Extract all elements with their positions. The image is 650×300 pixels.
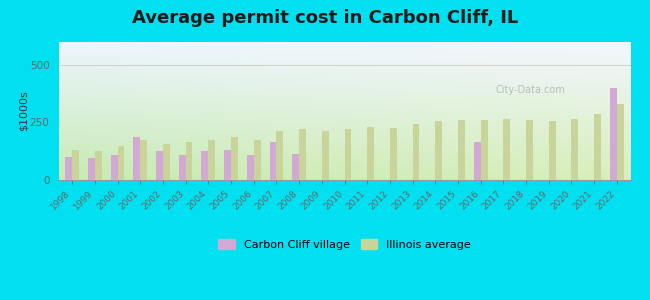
Bar: [322, 130, 329, 180]
Text: City-Data.com: City-Data.com: [496, 85, 566, 95]
Y-axis label: $1000s: $1000s: [18, 91, 29, 131]
Bar: [179, 155, 186, 180]
Bar: [526, 120, 533, 180]
Bar: [95, 151, 101, 180]
Bar: [299, 129, 306, 180]
Bar: [65, 157, 72, 180]
Bar: [202, 151, 208, 180]
Bar: [140, 140, 147, 180]
Bar: [254, 140, 261, 180]
Bar: [111, 155, 118, 180]
Bar: [156, 151, 163, 180]
Bar: [458, 120, 465, 180]
Bar: [549, 121, 556, 180]
Bar: [594, 114, 601, 180]
Bar: [224, 150, 231, 180]
Bar: [231, 137, 238, 180]
Bar: [133, 137, 140, 180]
Bar: [610, 88, 617, 180]
Bar: [72, 150, 79, 180]
Bar: [413, 124, 419, 180]
Bar: [276, 130, 283, 180]
Legend: Carbon Cliff village, Illinois average: Carbon Cliff village, Illinois average: [214, 235, 475, 254]
Bar: [118, 146, 124, 180]
Bar: [436, 121, 442, 180]
Bar: [208, 140, 215, 180]
Bar: [390, 128, 396, 180]
Bar: [367, 127, 374, 180]
Bar: [186, 142, 192, 180]
Bar: [481, 120, 488, 180]
Bar: [247, 155, 254, 180]
Bar: [617, 104, 624, 180]
Bar: [474, 142, 481, 180]
Bar: [571, 119, 578, 180]
Bar: [88, 158, 95, 180]
Bar: [292, 154, 299, 180]
Bar: [344, 129, 351, 180]
Bar: [503, 119, 510, 180]
Bar: [163, 144, 170, 180]
Text: Average permit cost in Carbon Cliff, IL: Average permit cost in Carbon Cliff, IL: [132, 9, 518, 27]
Bar: [270, 142, 276, 180]
